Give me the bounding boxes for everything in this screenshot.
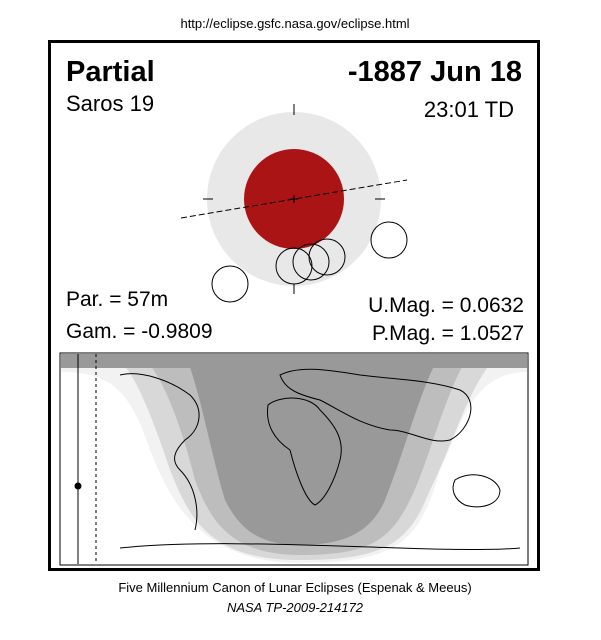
penumbral-magnitude: P.Mag. = 1.0527 — [372, 322, 524, 345]
gamma: Gam. = -0.9809 — [66, 320, 213, 343]
time: 23:01 TD — [424, 97, 514, 122]
coastline — [119, 543, 521, 550]
moon-position — [308, 238, 346, 276]
partial-duration: Par. = 57m — [66, 288, 168, 311]
shadow-diagram — [180, 104, 408, 303]
coastline — [266, 397, 342, 506]
eclipse-date: -1887 Jun 18 — [348, 56, 522, 88]
moon-position — [275, 247, 313, 285]
saros: Saros 19 — [66, 91, 154, 116]
moon-position — [292, 243, 330, 281]
url: http://eclipse.gsfc.nasa.gov/eclipse.htm… — [180, 16, 409, 31]
coastline — [119, 373, 200, 531]
umbral-magnitude: U.Mag. = 0.0632 — [368, 294, 524, 317]
moon-position — [211, 265, 249, 303]
sub-lunar-point — [74, 482, 82, 490]
umbral-zone — [185, 354, 440, 545]
coastline — [452, 474, 501, 508]
eclipse-type: Partial — [66, 56, 155, 88]
moon-position — [370, 221, 408, 259]
visibility-map — [59, 352, 529, 566]
coastline — [279, 368, 472, 442]
footer-credit: Five Millennium Canon of Lunar Eclipses … — [118, 580, 471, 595]
footer-publication: NASA TP-2009-214172 — [227, 600, 364, 615]
ecliptic — [180, 179, 408, 219]
